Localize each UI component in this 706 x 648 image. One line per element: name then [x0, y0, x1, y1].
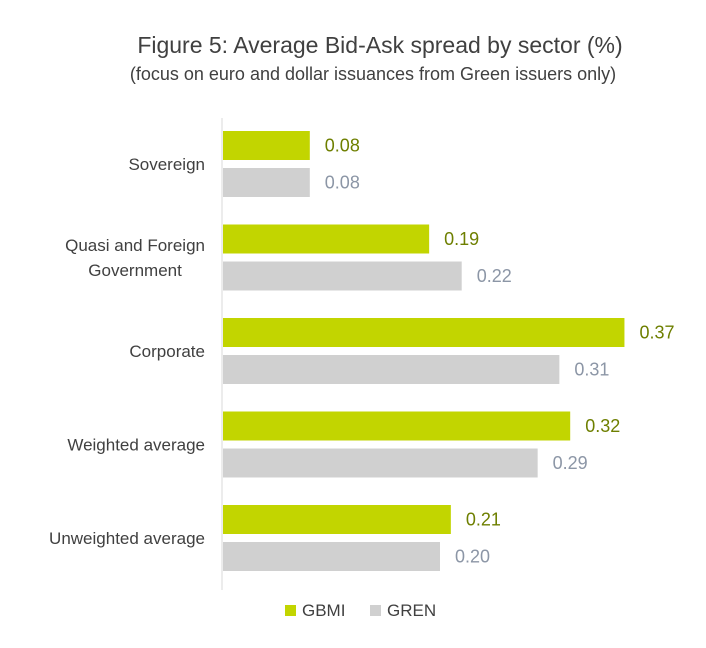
bar-gren-4	[223, 542, 440, 571]
legend-swatch-gbmi	[285, 605, 296, 616]
bar-gbmi-1	[223, 224, 430, 254]
chart-title: Figure 5: Average Bid-Ask spread by sect…	[137, 32, 623, 58]
category-label-2: Corporate	[129, 342, 205, 361]
bar-gren-2	[223, 355, 560, 384]
data-label-gren-4: 0.20	[455, 547, 490, 567]
data-label-gbmi-4: 0.21	[466, 510, 501, 530]
bar-gbmi-0	[223, 131, 310, 160]
bar-gren-1	[223, 261, 462, 291]
data-label-gren-2: 0.31	[574, 360, 609, 380]
data-label-gren-1: 0.22	[477, 266, 512, 286]
legend-label-gren: GREN	[387, 601, 436, 620]
data-label-gbmi-2: 0.37	[639, 323, 674, 343]
data-label-gbmi-0: 0.08	[325, 136, 360, 156]
category-label-3: Weighted average	[67, 436, 205, 455]
bar-gbmi-3	[223, 411, 571, 441]
bar-gbmi-4	[223, 505, 451, 534]
category-label-1-line-0: Quasi and Foreign	[65, 236, 205, 255]
category-label-4: Unweighted average	[49, 529, 205, 548]
chart-subtitle: (focus on euro and dollar issuances from…	[129, 64, 617, 84]
bar-gren-0	[223, 168, 310, 197]
bar-gren-3	[223, 448, 538, 478]
data-label-gren-3: 0.29	[553, 453, 588, 473]
category-label-0: Sovereign	[128, 155, 205, 174]
legend-swatch-gren	[370, 605, 381, 616]
legend-label-gbmi: GBMI	[302, 601, 345, 620]
data-label-gbmi-1: 0.19	[444, 229, 479, 249]
bar-gbmi-2	[223, 318, 625, 347]
data-label-gren-0: 0.08	[325, 173, 360, 193]
data-label-gbmi-3: 0.32	[585, 416, 620, 436]
category-label-1-line-1: Government	[88, 261, 182, 280]
